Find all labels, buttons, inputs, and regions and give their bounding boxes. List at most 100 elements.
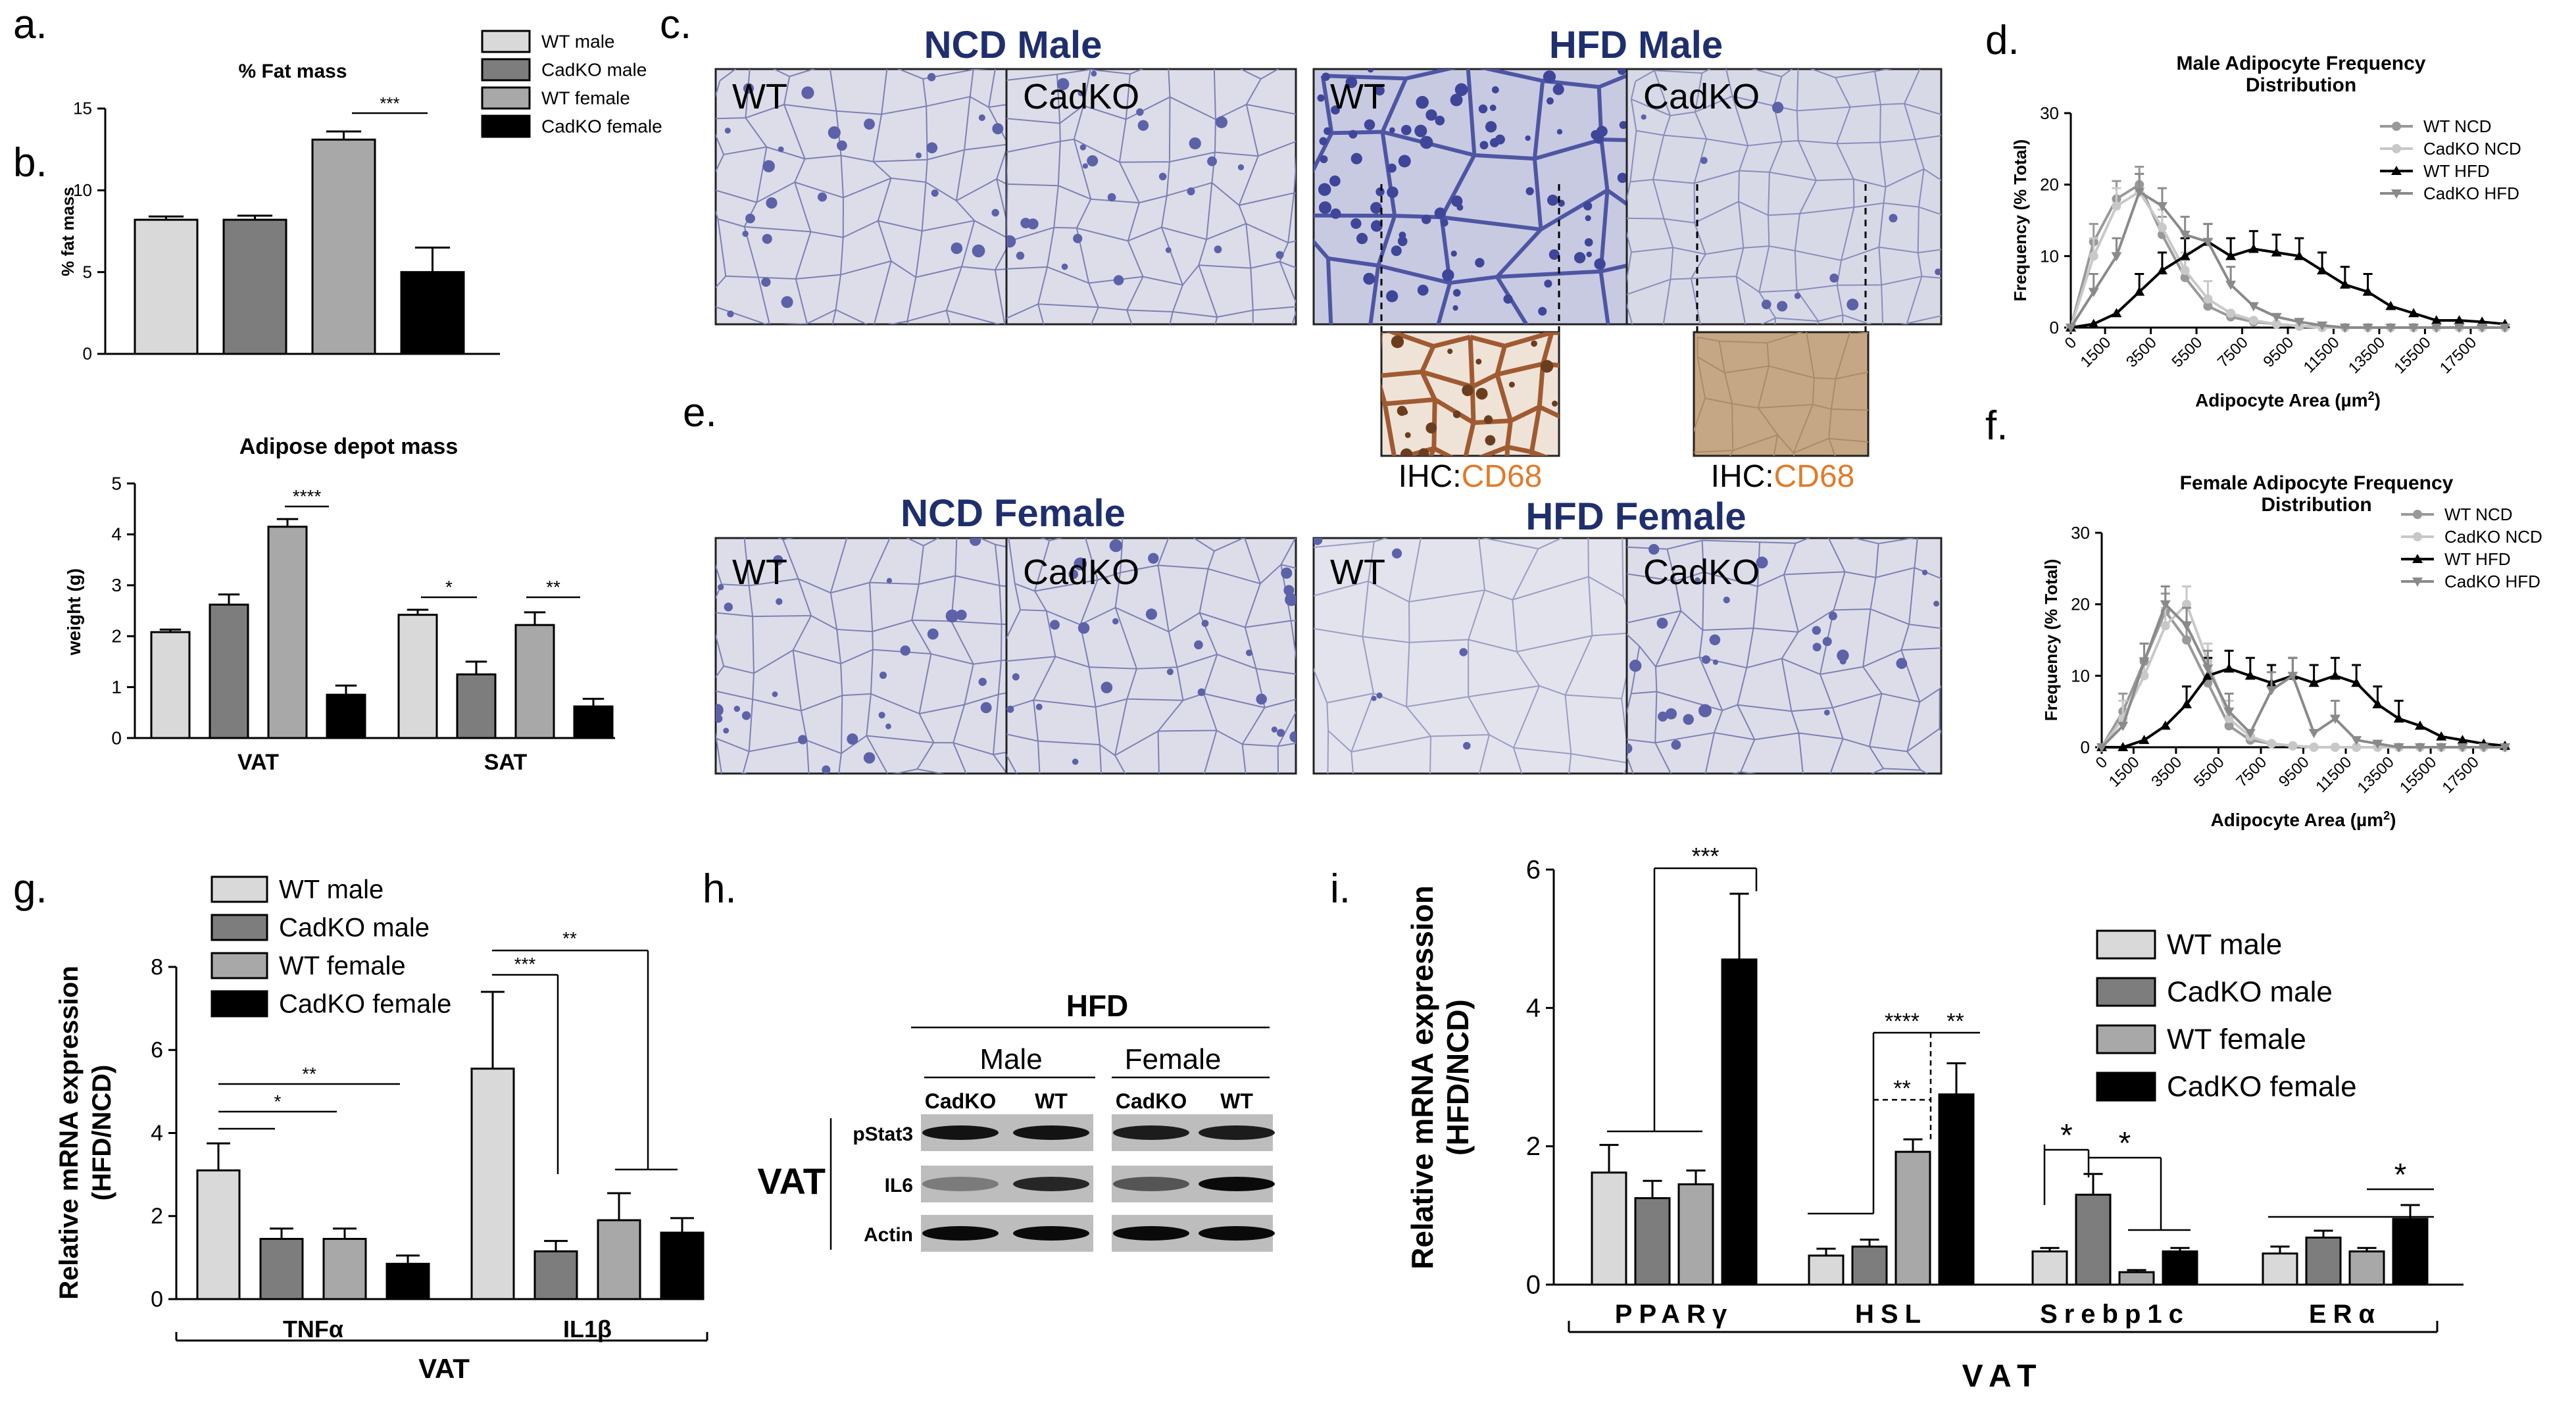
nucleus (1256, 693, 1267, 705)
nucleus (1585, 215, 1591, 222)
nucleus (1671, 740, 1681, 750)
nucleus (1414, 124, 1427, 137)
blot-header: HFD (1066, 989, 1129, 1023)
data-point (2271, 319, 2281, 329)
bar (470, 1068, 515, 1300)
nucleus (1370, 202, 1382, 214)
x-tick-label: 11500 (2312, 753, 2355, 796)
legend-label: WT female (2167, 1023, 2306, 1056)
nucleus (741, 711, 751, 720)
nucleus (1402, 409, 1408, 415)
nucleus (927, 628, 939, 640)
bar (456, 673, 497, 739)
nucleus (1551, 401, 1558, 407)
nucleus (1543, 70, 1556, 84)
nucleus (1450, 93, 1463, 107)
data-point (2271, 312, 2282, 322)
legend-swatch (481, 58, 531, 82)
tissue-image (1625, 68, 1943, 326)
bar-chart-g: 0 2 4 6 8 TNFα IL1β Relative mRNA expression (HF… (55, 875, 708, 1384)
nucleus (1584, 238, 1593, 247)
bar (1808, 1254, 1845, 1286)
nucleus (991, 209, 999, 217)
blot-band (1199, 1177, 1275, 1191)
significance-label: **** (293, 486, 322, 506)
nucleus (1552, 84, 1564, 95)
legend-swatch (2096, 929, 2156, 960)
nucleus (773, 555, 783, 566)
nucleus (1330, 208, 1341, 219)
series-line (2100, 602, 2505, 749)
y-tick-label: 3 (111, 575, 122, 595)
blot-band (1013, 1177, 1089, 1191)
data-point (2179, 230, 2191, 240)
data-point (2288, 741, 2298, 751)
nucleus (1531, 340, 1537, 347)
bar (196, 1169, 241, 1300)
series-line (2069, 182, 2505, 329)
nucleus (1617, 172, 1627, 184)
nucleus (1839, 658, 1846, 665)
data-point (2408, 308, 2419, 318)
bar-chart-b: 0 1 2 3 4 5 VAT SAT Adipose depot mass weight (g)… (64, 434, 615, 775)
blot-band (1113, 1177, 1189, 1191)
nucleus (847, 733, 858, 745)
nucleus (1318, 201, 1332, 214)
ihc-label: IHC:CD68 (1399, 459, 1543, 494)
data-point (2248, 316, 2258, 326)
bar-chart-a: 0 5 10 15 % Fat mass % fat mass *** WT male CadK… (58, 30, 662, 364)
nucleus (1440, 218, 1449, 227)
nucleus (1709, 634, 1721, 646)
legend-marker (2413, 510, 2422, 519)
nucleus (1087, 155, 1099, 167)
x-axis-label-sup: 2 (2368, 389, 2375, 403)
nucleus (1452, 289, 1461, 297)
y-tick-label: 0 (83, 344, 92, 364)
data-point (2225, 280, 2237, 290)
series-line (2102, 667, 2506, 749)
nucleus (1056, 78, 1070, 91)
y-tick-label: 2 (1526, 1132, 1541, 1161)
x-tick-label: 7500 (2233, 753, 2270, 791)
ihc-marker: CD68 (1774, 459, 1855, 494)
series-line (2069, 189, 2505, 329)
cell-membranes (1314, 69, 1627, 324)
nucleus (900, 645, 910, 656)
nucleus (1425, 109, 1437, 121)
legend-marker (2392, 144, 2401, 153)
nucleus (1201, 620, 1209, 628)
x-tick-label: 0 (2093, 753, 2112, 772)
nucleus (1463, 741, 1471, 750)
y-axis-label-line2: (HFD/NCD) (1441, 999, 1475, 1156)
nucleus (1777, 301, 1788, 312)
significance-label: ** (302, 1064, 316, 1084)
data-point (2309, 743, 2319, 752)
nucleus (1349, 130, 1358, 139)
legend-label: CadKO male (541, 59, 647, 80)
legend-swatch (2096, 977, 2156, 1007)
category-label: ERα (2309, 1300, 2381, 1329)
data-point (2308, 729, 2319, 739)
nucleus (1479, 141, 1489, 150)
nucleus (1935, 268, 1941, 276)
nucleus (1683, 714, 1694, 726)
lane-label: WT (1220, 1089, 1253, 1113)
nucleus (1586, 251, 1592, 258)
nucleus (927, 73, 936, 82)
y-axis-label: Frequency (% Total) (2041, 559, 2061, 722)
blot-band (1113, 1226, 1189, 1241)
genotype-label: CadKO (1023, 553, 1139, 592)
nucleus (1619, 120, 1627, 130)
nucleus (1450, 250, 1457, 257)
x-tick-label: 1500 (2077, 333, 2115, 371)
bar (1721, 958, 1758, 1286)
nucleus (1629, 659, 1642, 672)
western-blot: HFD Male Female CadKO WT CadKO WT VAT pStat3 IL6 A… (757, 989, 1275, 1252)
ihc-marker: CD68 (1462, 459, 1543, 494)
blot-band (922, 1226, 999, 1241)
data-point (2203, 301, 2213, 311)
nucleus (1371, 695, 1377, 701)
blot-tissue-label: VAT (757, 1160, 826, 1202)
y-tick-label: 2 (151, 1204, 163, 1229)
nucleus (1823, 709, 1830, 716)
